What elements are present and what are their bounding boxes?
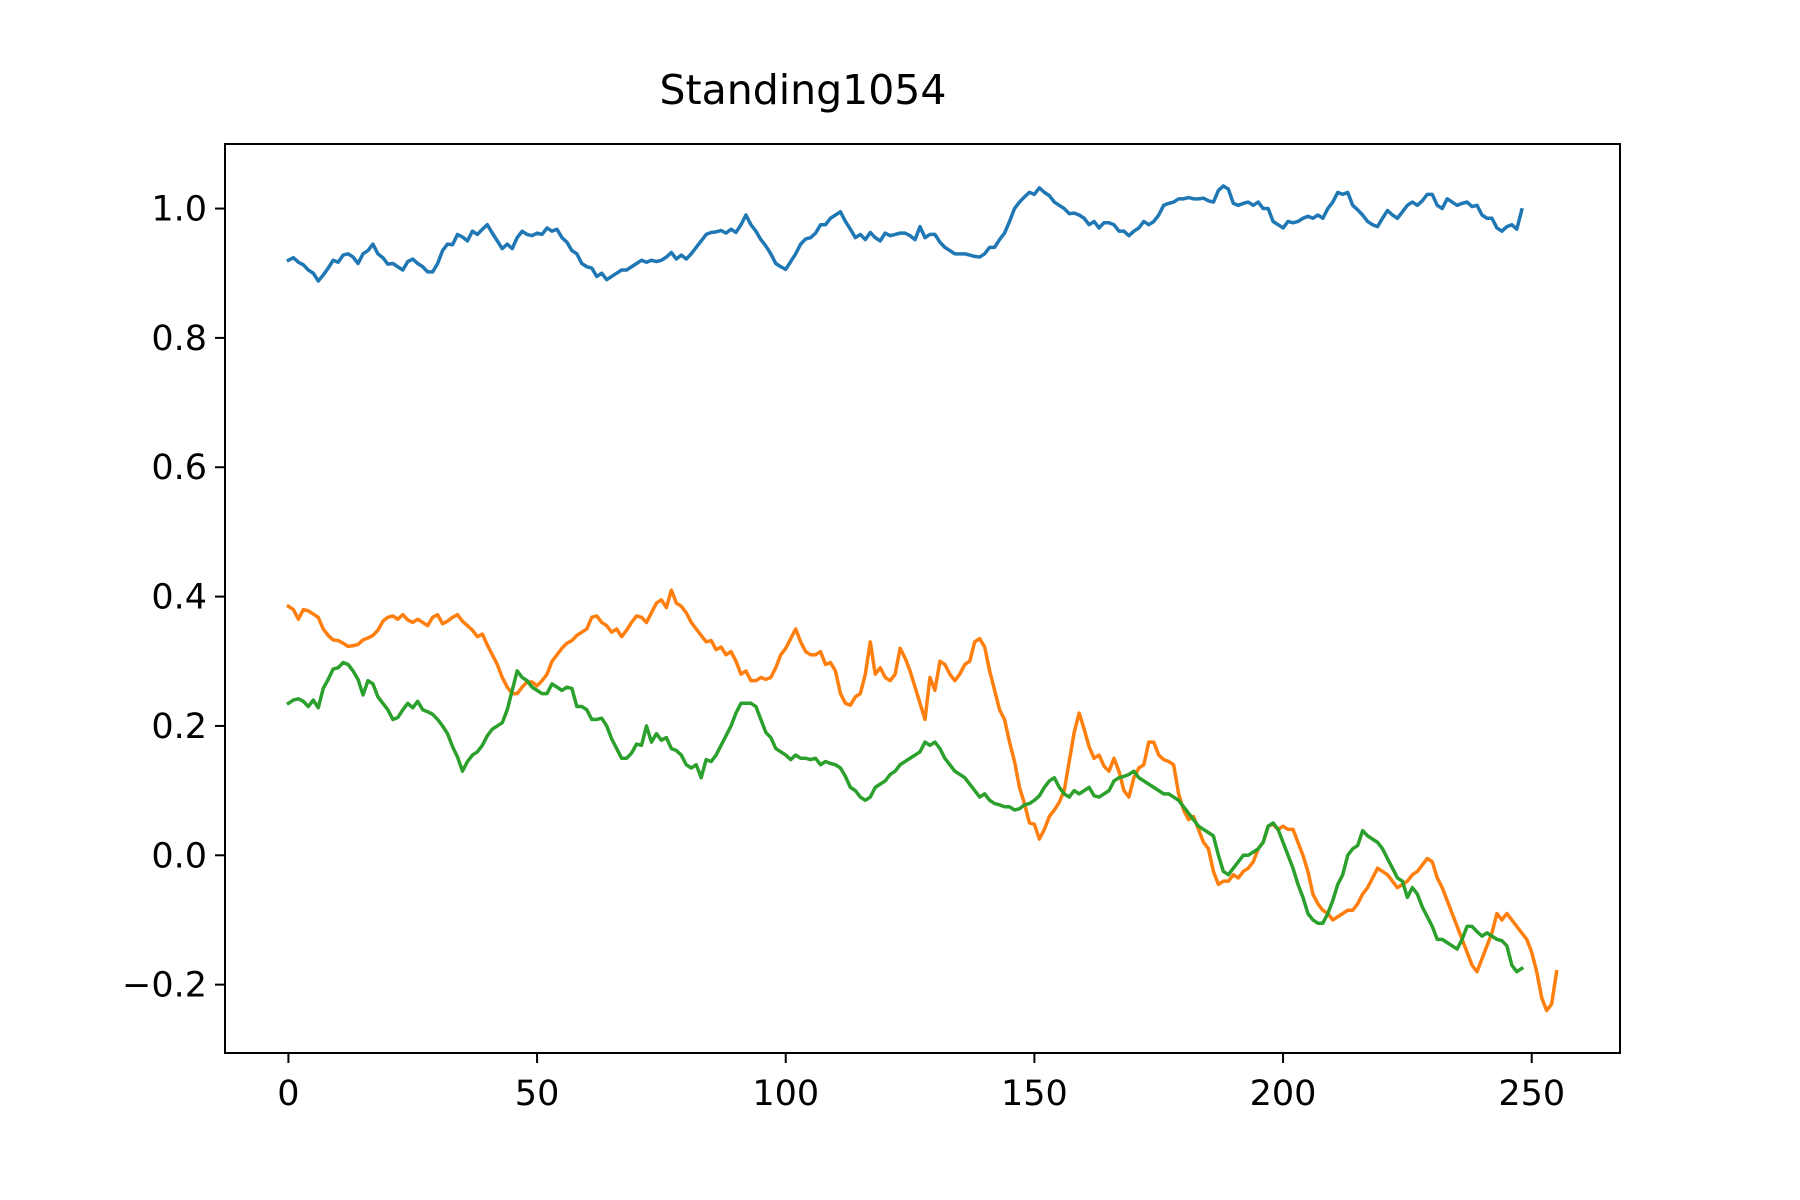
y-tick-label: 0.6 <box>151 448 207 488</box>
plot-area-frame <box>224 143 1621 1054</box>
x-tick-label: 100 <box>752 1074 819 1114</box>
y-tick-label: −0.2 <box>122 966 207 1006</box>
x-tick-label: 50 <box>515 1074 560 1114</box>
chart-title: Standing1054 <box>660 66 947 114</box>
y-tick-label: 0.2 <box>151 707 207 747</box>
series-line-2 <box>285 588 1559 1013</box>
x-axis-ticks: 0 50 100 150 200 250 <box>277 1053 1565 1114</box>
series-line-3 <box>285 660 1525 974</box>
x-tick-label: 150 <box>1001 1074 1068 1114</box>
x-tick-label: 200 <box>1250 1074 1317 1114</box>
y-tick-label: 0.0 <box>151 836 207 876</box>
y-axis-ticks: −0.2 0.0 0.2 0.4 0.6 0.8 1.0 <box>122 190 225 1006</box>
y-tick-label: 0.8 <box>151 319 207 359</box>
x-tick-label: 250 <box>1498 1074 1565 1114</box>
y-tick-label: 0.4 <box>151 578 207 618</box>
plot-lines <box>285 184 1559 1013</box>
y-tick-label: 1.0 <box>151 190 207 230</box>
series-line-1 <box>286 184 1524 283</box>
x-tick-label: 0 <box>277 1074 299 1114</box>
